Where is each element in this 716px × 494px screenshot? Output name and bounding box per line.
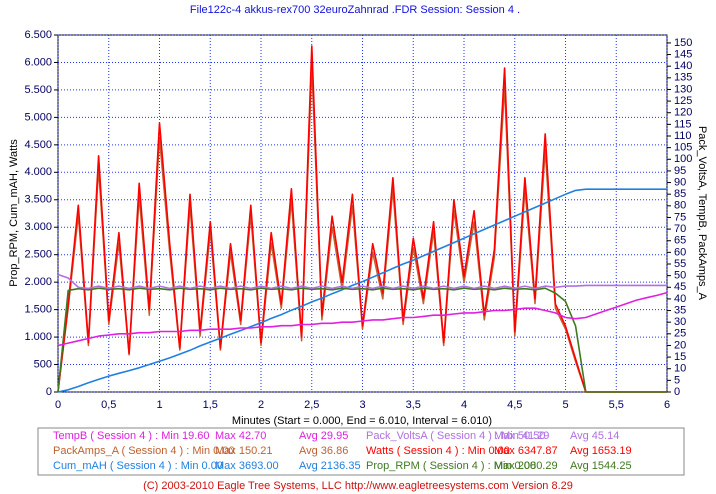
legend-avg: Avg 2136.35 (299, 460, 361, 472)
x-tick-label: 0 (55, 399, 61, 411)
legend-max: Max 150.21 (215, 445, 272, 457)
y2-tick-label: 75 (674, 211, 686, 223)
y-tick-label: 1.000 (24, 331, 52, 343)
series-line (57, 273, 667, 290)
legend-max: Max 6347.87 (494, 445, 558, 457)
y2-tick-label: 25 (674, 328, 686, 340)
y2-tick-label: 0 (674, 386, 680, 398)
x-tick-label: 1 (156, 399, 162, 411)
legend-entry: PackAmps_A ( Session 4 ) : Min 0.00 (53, 445, 235, 457)
x-tick-label: 0,5 (101, 399, 116, 411)
y-tick-label: 2.000 (24, 276, 52, 288)
x-tick-label: 5 (562, 399, 568, 411)
legend-avg: Avg 45.14 (570, 430, 619, 442)
series-line (57, 65, 667, 393)
legend-avg: Avg 1544.25 (570, 460, 632, 472)
y2-tick-label: 40 (674, 293, 686, 305)
x-axis-label: Minutes (Start = 0.000, End = 6.010, Int… (232, 415, 492, 427)
series-line (57, 188, 667, 393)
x-tick-label: 4,5 (507, 399, 522, 411)
legend-max: Max 42.70 (215, 430, 266, 442)
y-tick-label: 2.500 (24, 249, 52, 261)
y2-tick-label: 20 (674, 339, 686, 351)
legend-entry: Prop_RPM ( Session 4 ) : Min 0.00 (366, 460, 536, 472)
y2-tick-label: 115 (674, 118, 692, 130)
y2-tick-label: 150 (674, 37, 692, 49)
series-line (57, 291, 668, 347)
legend-box (37, 427, 685, 476)
footer: (C) 2003-2010 Eagle Tree Systems, LLC ht… (143, 480, 573, 492)
y-tick-label: 3.000 (24, 221, 52, 233)
y2-tick-label: 35 (674, 304, 686, 316)
y2-tick-label: 80 (674, 200, 686, 212)
y2-tick-label: 5 (674, 374, 680, 386)
y2-tick-label: 145 (674, 48, 692, 60)
series-line (57, 287, 667, 393)
chart-title: File122c-4 akkus-rex700 32euroZahnrad .F… (190, 4, 520, 16)
y-tick-label: 5.000 (24, 111, 52, 123)
y2-tick-label: 45 (674, 281, 686, 293)
y-tick-label: 3.500 (24, 194, 52, 206)
legend-max: Max 50.50 (494, 430, 545, 442)
y2-tick-label: 135 (674, 72, 692, 84)
legend-avg: Avg 29.95 (299, 430, 348, 442)
x-tick-label: 6 (664, 399, 670, 411)
x-tick-label: 3 (359, 399, 365, 411)
legend-avg: Avg 36.86 (299, 445, 348, 457)
y2-tick-label: 60 (674, 246, 686, 258)
y2-tick-label: 65 (674, 235, 686, 247)
y2-tick-label: 95 (674, 165, 686, 177)
y-axis-label: Prop_RPM, Cum_mAH, Watts (8, 139, 20, 287)
series-line (57, 45, 667, 393)
y2-tick-label: 85 (674, 188, 686, 200)
y2-tick-label: 110 (674, 130, 692, 142)
y2-tick-label: 55 (674, 258, 686, 270)
y-tick-label: 5.500 (24, 84, 52, 96)
y2-tick-label: 100 (674, 153, 692, 165)
legend-entry: Watts ( Session 4 ) : Min 0.00 (366, 445, 510, 457)
legend-entry: TempB ( Session 4 ) : Min 19.60 (53, 430, 210, 442)
y2-tick-label: 90 (674, 176, 686, 188)
y-tick-label: 4.000 (24, 166, 52, 178)
x-tick-label: 4 (461, 399, 467, 411)
y-tick-label: 6.500 (24, 29, 52, 41)
y2-tick-label: 130 (674, 83, 692, 95)
y-tick-label: 500 (34, 358, 52, 370)
y-tick-label: 1.500 (24, 304, 52, 316)
y2-tick-label: 105 (674, 142, 692, 154)
x-tick-label: 1,5 (203, 399, 218, 411)
y2-tick-label: 125 (674, 95, 692, 107)
y2-tick-label: 30 (674, 316, 686, 328)
x-tick-label: 2 (258, 399, 264, 411)
y2-tick-label: 120 (674, 107, 692, 119)
y2-tick-label: 15 (674, 351, 686, 363)
y2-tick-label: 70 (674, 223, 686, 235)
y2-tick-label: 140 (674, 60, 692, 72)
legend-max: Max 2080.29 (494, 460, 558, 472)
y-tick-label: 6.000 (24, 56, 52, 68)
legend-avg: Avg 1653.19 (570, 445, 632, 457)
y2-axis-label: Pack_VoltsA, TempB, PackAmps_A (696, 126, 708, 301)
x-tick-label: 3,5 (406, 399, 421, 411)
y-tick-label: 0 (46, 386, 52, 398)
legend-max: Max 3693.00 (215, 460, 279, 472)
x-tick-label: 2,5 (304, 399, 319, 411)
y2-tick-label: 50 (674, 270, 686, 282)
legend-entry: Pack_VoltsA ( Session 4 ) : Min 41.29 (366, 430, 549, 442)
legend-entry: Cum_mAH ( Session 4 ) : Min 0.00 (53, 460, 223, 472)
x-tick-label: 5,5 (609, 399, 624, 411)
y-tick-label: 4.500 (24, 139, 52, 151)
y2-tick-label: 10 (674, 363, 686, 375)
